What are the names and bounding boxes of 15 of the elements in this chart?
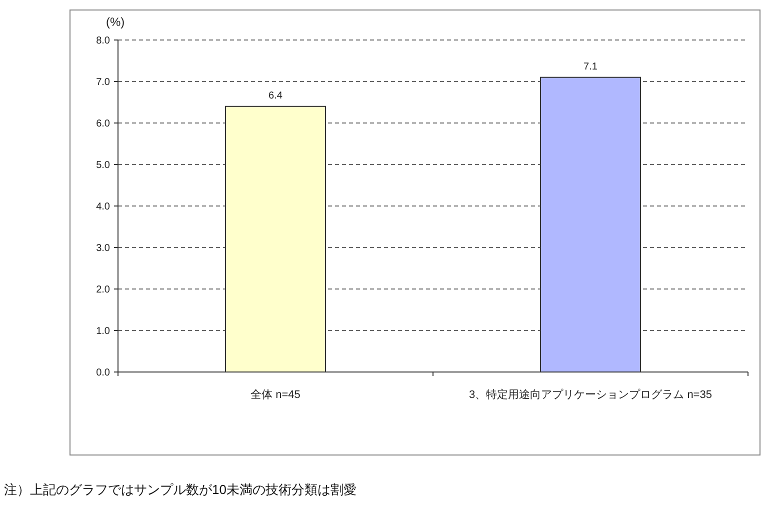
y-tick-label: 3.0 — [96, 243, 110, 254]
y-axis-title: (%) — [106, 15, 125, 29]
y-tick-label: 4.0 — [96, 202, 110, 212]
text: 注）上記のグラフではサンプル数が10未満の技術分類は割愛 — [4, 482, 356, 497]
y-tick-label: 1.0 — [96, 326, 110, 337]
data-label: 6.4 — [268, 90, 283, 102]
y-tick-label: 7.0 — [96, 77, 110, 88]
y-tick-label: 2.0 — [96, 284, 110, 296]
y-tick-label: 8.0 — [96, 36, 110, 46]
x-tick-label: 全体 n=45 — [250, 389, 300, 401]
y-tick-label: 0.0 — [96, 368, 110, 378]
x-tick-label: 3、特定用途向アプリケーションプログラム n=35 — [469, 388, 712, 401]
y-tick-label: 6.0 — [96, 118, 110, 130]
data-label: 7.1 — [584, 61, 598, 72]
y-tick-label: 5.0 — [96, 160, 110, 171]
